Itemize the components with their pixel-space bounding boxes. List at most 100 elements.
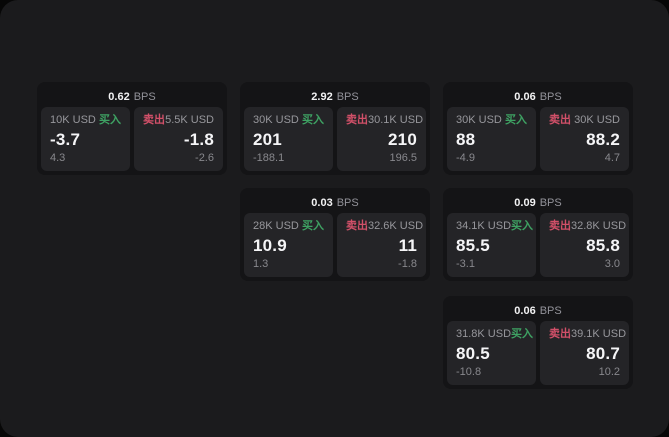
buy-panel[interactable]: 30K USD 买入 88 -4.9	[447, 107, 536, 171]
bps-value: 2.92	[311, 90, 333, 103]
sell-notional: 32.6K USD	[368, 220, 424, 232]
buy-panel[interactable]: 31.8K USD 买入 80.5 -10.8	[447, 321, 536, 385]
buy-sub-value: 1.3	[253, 258, 269, 270]
quote-card[interactable]: 2.92 BPS 30K USD 买入 201 -188.1 卖出 30.1K …	[240, 82, 430, 175]
sell-tag: 卖出	[549, 220, 571, 232]
buy-panel-header: 28K USD 买入	[253, 220, 324, 233]
sell-value: 210	[388, 130, 417, 149]
buy-sub-value: -3.1	[456, 258, 475, 270]
card-header: 0.03 BPS	[244, 192, 426, 213]
buy-notional: 30K USD	[253, 114, 299, 126]
sell-sub-value: -1.8	[398, 258, 417, 270]
bps-unit-label: BPS	[539, 304, 562, 317]
bps-unit-label: BPS	[539, 196, 562, 209]
buy-tag: 买入	[99, 114, 121, 126]
sell-tag: 卖出	[549, 114, 571, 126]
buy-panel-header: 31.8K USD 买入	[456, 328, 533, 341]
bps-value: 0.09	[514, 196, 536, 209]
sell-notional: 39.1K USD	[571, 328, 627, 340]
sell-sub-value: 3.0	[604, 258, 620, 270]
sell-panel-header: 卖出 32.6K USD	[346, 220, 423, 233]
bps-value: 0.06	[514, 90, 536, 103]
buy-value: 201	[253, 130, 282, 149]
buy-sub-value: -10.8	[456, 366, 482, 378]
sell-panel-header: 卖出 30K USD	[549, 114, 620, 127]
buy-panel-header: 30K USD 买入	[456, 114, 527, 127]
card-body: 30K USD 买入 88 -4.9 卖出 30K USD 88.2 4.7	[447, 107, 629, 171]
buy-panel-header: 10K USD 买入	[50, 114, 121, 127]
sell-panel-header: 卖出 32.8K USD	[549, 220, 626, 233]
buy-tag: 买入	[511, 328, 534, 340]
buy-notional: 31.8K USD	[456, 328, 512, 340]
sell-panel[interactable]: 卖出 32.8K USD 85.8 3.0	[540, 213, 629, 277]
quote-card[interactable]: 0.06 BPS 30K USD 买入 88 -4.9 卖出 30K USD 8…	[443, 82, 633, 175]
buy-tag: 买入	[505, 114, 527, 126]
buy-value: 80.5	[456, 344, 490, 363]
sell-sub-value: 196.5	[389, 152, 417, 164]
card-body: 34.1K USD 买入 85.5 -3.1 卖出 32.8K USD 85.8…	[447, 213, 629, 277]
bps-unit-label: BPS	[336, 196, 359, 209]
card-header: 0.09 BPS	[447, 192, 629, 213]
sell-sub-value: 4.7	[604, 152, 620, 164]
buy-panel[interactable]: 30K USD 买入 201 -188.1	[244, 107, 333, 171]
buy-panel-header: 30K USD 买入	[253, 114, 324, 127]
quote-card[interactable]: 0.03 BPS 28K USD 买入 10.9 1.3 卖出 32.6K US…	[240, 188, 430, 281]
card-header: 0.06 BPS	[447, 300, 629, 321]
buy-value: 10.9	[253, 236, 287, 255]
buy-tag: 买入	[302, 114, 324, 126]
sell-panel[interactable]: 卖出 30.1K USD 210 196.5	[337, 107, 426, 171]
buy-notional: 30K USD	[456, 114, 502, 126]
card-body: 10K USD 买入 -3.7 4.3 卖出 5.5K USD -1.8 -2.…	[41, 107, 223, 171]
sell-panel-header: 卖出 30.1K USD	[346, 114, 423, 127]
card-header: 2.92 BPS	[244, 86, 426, 107]
sell-sub-value: -2.6	[195, 152, 214, 164]
quote-card[interactable]: 0.09 BPS 34.1K USD 买入 85.5 -3.1 卖出 32.8K…	[443, 188, 633, 281]
buy-sub-value: -4.9	[456, 152, 475, 164]
buy-panel[interactable]: 34.1K USD 买入 85.5 -3.1	[447, 213, 536, 277]
sell-tag: 卖出	[346, 114, 368, 126]
buy-notional: 10K USD	[50, 114, 96, 126]
sell-value: 85.8	[586, 236, 620, 255]
bps-value: 0.06	[514, 304, 536, 317]
buy-value: 88	[456, 130, 476, 149]
sell-panel[interactable]: 卖出 39.1K USD 80.7 10.2	[540, 321, 629, 385]
sell-sub-value: 10.2	[598, 366, 620, 378]
card-header: 0.62 BPS	[41, 86, 223, 107]
sell-value: 80.7	[586, 344, 620, 363]
sell-panel[interactable]: 卖出 32.6K USD 11 -1.8	[337, 213, 426, 277]
quote-card[interactable]: 0.06 BPS 31.8K USD 买入 80.5 -10.8 卖出 39.1…	[443, 296, 633, 389]
buy-sub-value: 4.3	[50, 152, 66, 164]
card-body: 30K USD 买入 201 -188.1 卖出 30.1K USD 210 1…	[244, 107, 426, 171]
card-header: 0.06 BPS	[447, 86, 629, 107]
buy-panel-header: 34.1K USD 买入	[456, 220, 533, 233]
buy-value: -3.7	[50, 130, 81, 149]
sell-notional: 5.5K USD	[165, 114, 214, 126]
buy-sub-value: -188.1	[253, 152, 285, 164]
sell-tag: 卖出	[143, 114, 165, 126]
sell-notional: 30K USD	[574, 114, 620, 126]
sell-value: -1.8	[183, 130, 214, 149]
buy-panel[interactable]: 28K USD 买入 10.9 1.3	[244, 213, 333, 277]
buy-tag: 买入	[302, 220, 324, 232]
buy-panel[interactable]: 10K USD 买入 -3.7 4.3	[41, 107, 130, 171]
bps-value: 0.03	[311, 196, 333, 209]
sell-value: 88.2	[586, 130, 620, 149]
bps-unit-label: BPS	[539, 90, 562, 103]
sell-notional: 32.8K USD	[571, 220, 627, 232]
sell-tag: 卖出	[346, 220, 368, 232]
card-body: 31.8K USD 买入 80.5 -10.8 卖出 39.1K USD 80.…	[447, 321, 629, 385]
quote-card[interactable]: 0.62 BPS 10K USD 买入 -3.7 4.3 卖出 5.5K USD…	[37, 82, 227, 175]
sell-tag: 卖出	[549, 328, 571, 340]
sell-notional: 30.1K USD	[368, 114, 424, 126]
bps-unit-label: BPS	[336, 90, 359, 103]
buy-notional: 28K USD	[253, 220, 299, 232]
bps-unit-label: BPS	[133, 90, 156, 103]
bps-value: 0.62	[108, 90, 130, 103]
buy-tag: 买入	[511, 220, 534, 232]
buy-notional: 34.1K USD	[456, 220, 512, 232]
sell-panel-header: 卖出 39.1K USD	[549, 328, 626, 341]
sell-panel[interactable]: 卖出 30K USD 88.2 4.7	[540, 107, 629, 171]
sell-panel[interactable]: 卖出 5.5K USD -1.8 -2.6	[134, 107, 223, 171]
sell-panel-header: 卖出 5.5K USD	[143, 114, 214, 127]
